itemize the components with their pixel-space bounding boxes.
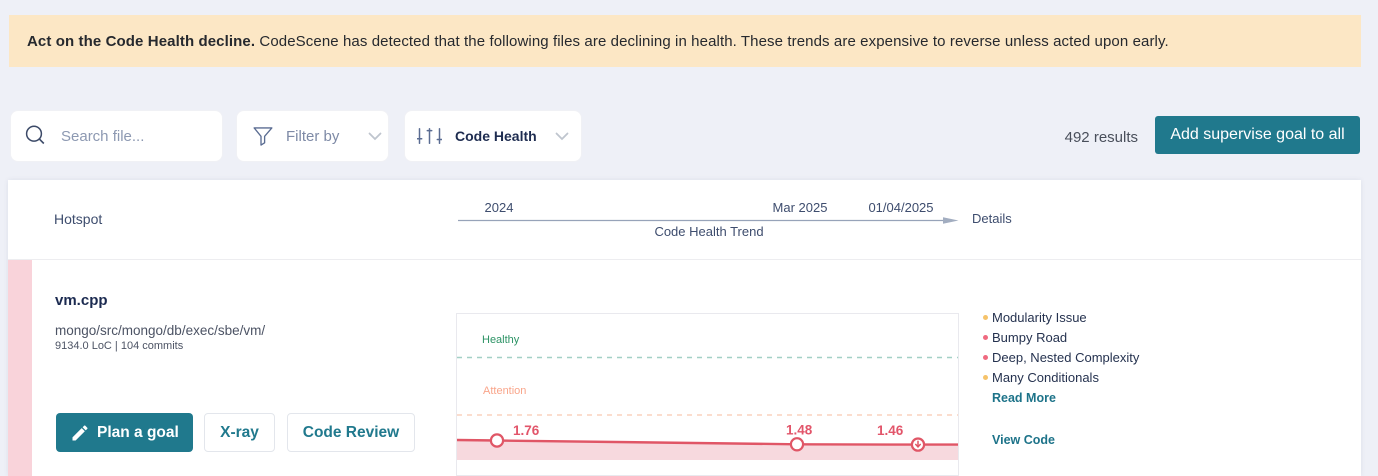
svg-text:1.46: 1.46 — [877, 423, 904, 438]
svg-text:1.76: 1.76 — [513, 423, 540, 438]
svg-text:1.48: 1.48 — [786, 423, 813, 438]
